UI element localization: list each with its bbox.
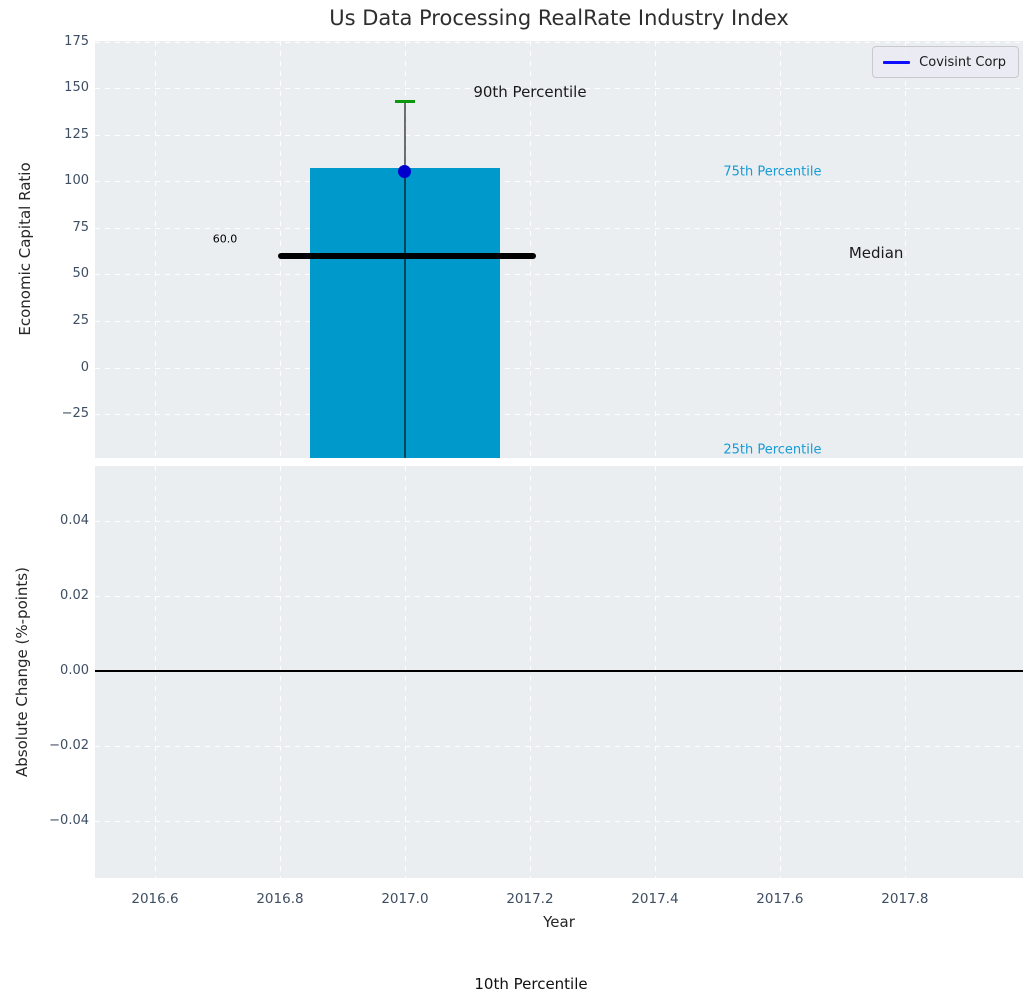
bottom-plot-area — [95, 466, 1023, 878]
top-plot-area — [95, 41, 1023, 458]
gridline-horizontal — [95, 181, 1023, 183]
annotation: 75th Percentile — [723, 164, 822, 180]
y-tick-label: 50 — [72, 266, 89, 282]
gridline-vertical — [154, 41, 156, 458]
x-axis-label: Year — [543, 913, 575, 931]
y-tick-label: 125 — [64, 126, 89, 142]
footer-annotation-10th-percentile: 10th Percentile — [474, 975, 588, 993]
gridline-vertical — [654, 41, 656, 458]
gridline-vertical — [279, 41, 281, 458]
whisker-line — [403, 101, 406, 458]
x-tick-label: 2017.2 — [506, 891, 554, 907]
gridline-vertical — [529, 41, 531, 458]
annotation: 60.0 — [212, 232, 238, 246]
y-tick-label: 100 — [64, 173, 89, 189]
x-tick-label: 2017.4 — [631, 891, 679, 907]
y-tick-label: 0.04 — [60, 513, 89, 529]
company-point — [398, 164, 412, 178]
y-tick-label: −25 — [61, 406, 89, 422]
y-tick-label: −0.02 — [49, 738, 89, 754]
x-tick-label: 2017.0 — [381, 891, 429, 907]
zero-line — [95, 670, 1023, 673]
p90-cap — [394, 100, 415, 104]
gridline-horizontal — [95, 274, 1023, 276]
median-line — [278, 252, 537, 259]
gridline-horizontal — [95, 227, 1023, 229]
gridline-horizontal — [95, 321, 1023, 323]
x-tick-label: 2017.6 — [756, 891, 804, 907]
gridline-horizontal — [95, 367, 1023, 369]
y-tick-label: 150 — [64, 80, 89, 96]
y-tick-label: −0.04 — [49, 813, 89, 829]
y-tick-label: 0.00 — [60, 663, 89, 679]
x-tick-label: 2017.8 — [881, 891, 929, 907]
x-tick-label: 2016.6 — [131, 891, 179, 907]
gridline-horizontal — [95, 41, 1023, 43]
gridline-horizontal — [95, 88, 1023, 90]
annotation: Median — [848, 244, 904, 263]
x-tick-label: 2016.8 — [256, 891, 304, 907]
gridline-horizontal — [95, 521, 1023, 523]
annotation: 90th Percentile — [473, 83, 587, 102]
gridline-horizontal — [95, 414, 1023, 416]
y-tick-label: 175 — [64, 33, 89, 49]
legend-line-sample-icon — [883, 60, 911, 64]
gridline-vertical — [904, 41, 906, 458]
y-tick-label: 75 — [72, 219, 89, 235]
y-tick-label: 0 — [80, 359, 89, 375]
gridline-horizontal — [95, 134, 1023, 136]
annotation: 25th Percentile — [723, 442, 822, 458]
legend: Covisint Corp — [872, 46, 1019, 78]
y-tick-label: 25 — [72, 313, 89, 329]
chart-title: Us Data Processing RealRate Industry Ind… — [329, 6, 789, 30]
legend-label: Covisint Corp — [919, 54, 1006, 70]
y-tick-label: 0.02 — [60, 588, 89, 604]
gridline-horizontal — [95, 746, 1023, 748]
gridline-vertical — [779, 41, 781, 458]
gridline-horizontal — [95, 596, 1023, 598]
gridline-horizontal — [95, 821, 1023, 823]
